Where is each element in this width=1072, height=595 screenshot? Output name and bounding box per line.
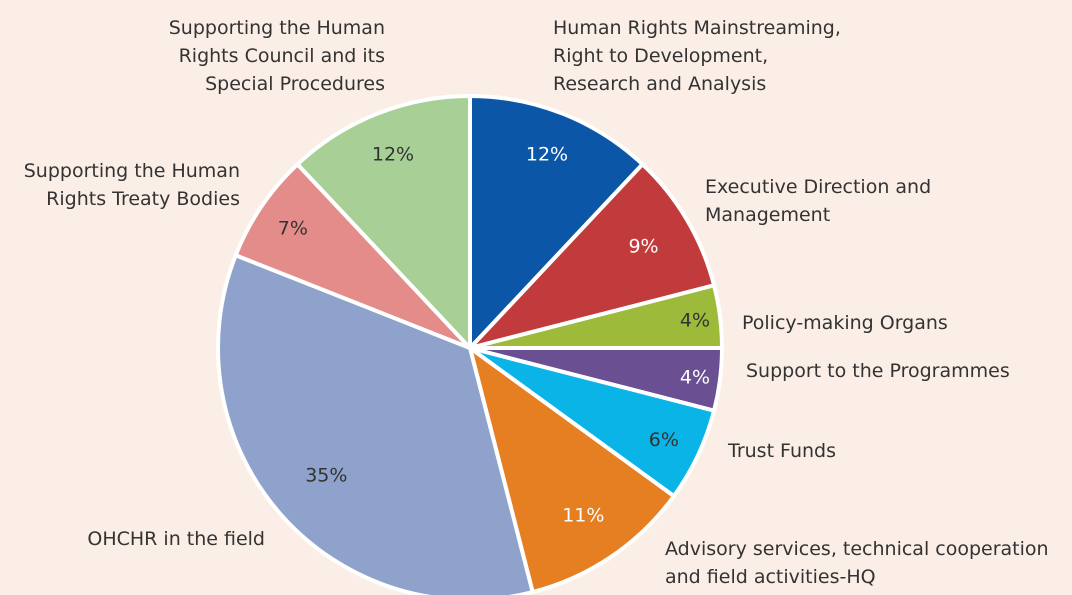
pie-slice — [233, 161, 472, 350]
pie-slice — [294, 93, 472, 354]
percent-label: 35% — [305, 465, 347, 487]
percent-label: 9% — [628, 235, 658, 257]
pie-slice — [216, 252, 536, 595]
slice-label: OHCHR in the field — [87, 528, 265, 550]
pie-slice — [468, 93, 646, 354]
percent-label: 11% — [562, 505, 604, 527]
slice-label: Human Rights Mainstreaming, Right to Deve… — [553, 17, 841, 95]
slice-label: Supporting the Human Rights Council and i… — [169, 17, 385, 95]
pie-slice — [466, 343, 677, 595]
slice-label: Trust Funds — [727, 440, 836, 462]
percent-label: 12% — [526, 144, 568, 166]
slice-label: Supporting the Human Rights Treaty Bodies — [24, 160, 240, 210]
slice-label: Advisory services, technical cooperation… — [665, 538, 1049, 588]
percent-label: 4% — [680, 310, 710, 332]
percent-label: 6% — [649, 429, 679, 451]
pie-slice — [463, 161, 717, 352]
percent-label: 7% — [278, 218, 308, 240]
percent-label: 12% — [372, 144, 414, 166]
slice-label: Executive Direction and Management — [705, 176, 931, 226]
percent-label: 4% — [680, 366, 710, 388]
slice-label: Support to the Programmes — [746, 360, 1010, 382]
slice-label: Policy-making Organs — [742, 312, 948, 334]
